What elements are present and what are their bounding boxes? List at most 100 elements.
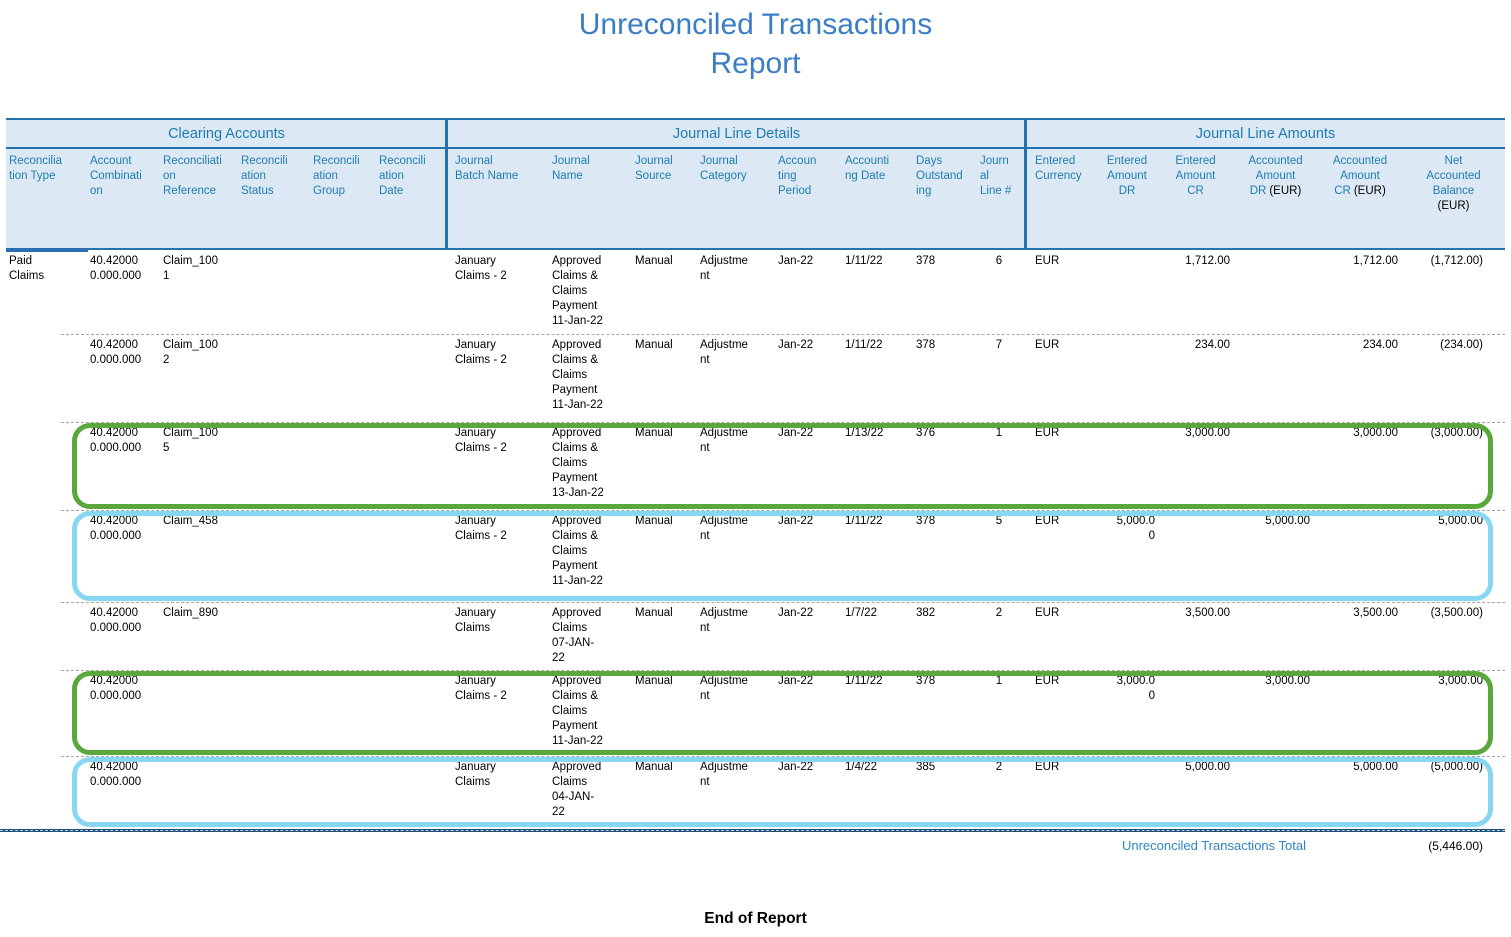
cell-accounted-amount-cr: 234.00 <box>1318 334 1402 422</box>
cell-account: 40.42000 0.000.000 <box>82 422 158 510</box>
cell-net-accounted-balance: (3,000.00) <box>1402 422 1505 510</box>
cell-reconciliation-group <box>308 670 374 756</box>
cell-entered-amount-cr <box>1158 670 1233 756</box>
cell-accounting-date: 1/11/22 <box>838 334 904 422</box>
cell-journal-name: Approved Claims & Claims Payment 13-Jan-… <box>545 422 630 510</box>
cell-entered-currency: EUR <box>1026 510 1096 602</box>
cell-reference: Claim_100 2 <box>158 334 236 422</box>
column-header-accounting-date: Accounti ng Date <box>838 149 904 248</box>
cell-accounting-period: Jan-22 <box>768 756 838 828</box>
cell-days-outstanding: 376 <box>904 422 972 510</box>
column-header-net-accounted-balance: Net Accounted Balance(EUR) <box>1402 149 1505 248</box>
cell-reconciliation-date <box>374 602 447 670</box>
cell-accounting-date: 1/13/22 <box>838 422 904 510</box>
column-header-label: Reconcili ation Group <box>313 155 360 197</box>
cell-accounting-period: Jan-22 <box>768 670 838 756</box>
cell-reference <box>158 670 236 756</box>
cell-days-outstanding: 382 <box>904 602 972 670</box>
cell-reconciliation-group <box>308 602 374 670</box>
cell-reconciliation-status <box>236 422 308 510</box>
column-header-label: Entered Currency <box>1035 155 1082 182</box>
group-divider-line <box>445 120 448 248</box>
cell-accounted-amount-dr <box>1233 756 1318 828</box>
cell-net-accounted-balance: 5,000.00 <box>1402 510 1505 602</box>
column-header-journal-line: Journ al Line # <box>972 149 1026 248</box>
cell-journal-batch-name: January Claims - 2 <box>447 510 545 602</box>
cell-days-outstanding: 378 <box>904 670 972 756</box>
column-header-currency-suffix: (EUR) <box>1402 199 1505 214</box>
cell-account: 40.42000 0.000.000 <box>82 250 158 334</box>
column-header-reconciliation-date: Reconcili ation Date <box>374 149 447 248</box>
cell-accounting-period: Jan-22 <box>768 602 838 670</box>
cell-journal-category: Adjustme nt <box>692 756 768 828</box>
cell-account: 40.42000 0.000.000 <box>82 334 158 422</box>
column-header-reconciliation-status: Reconcili ation Status <box>236 149 308 248</box>
cell-days-outstanding: 378 <box>904 334 972 422</box>
column-header-label: Reconcilia tion Type <box>9 155 62 182</box>
column-group-journal-line-details: Journal Line Details <box>447 126 1026 142</box>
cell-accounting-period: Jan-22 <box>768 422 838 510</box>
cell-journal-line: 1 <box>972 422 1026 510</box>
cell-journal-line: 2 <box>972 602 1026 670</box>
cell-accounted-amount-cr <box>1318 670 1402 756</box>
cell-reconciliation-status <box>236 510 308 602</box>
cell-reconciliation-status <box>236 756 308 828</box>
column-header-label: Days Outstand ing <box>916 155 963 197</box>
column-header-label: Accoun ting Period <box>778 155 816 197</box>
cell-entered-currency: EUR <box>1026 670 1096 756</box>
cell-accounted-amount-dr <box>1233 250 1318 334</box>
table-row: 40.42000 0.000.000January Claims - 2Appr… <box>6 670 1505 756</box>
cell-reference <box>158 756 236 828</box>
cell-net-accounted-balance: 3,000.00 <box>1402 670 1505 756</box>
cell-journal-batch-name: January Claims - 2 <box>447 422 545 510</box>
cell-accounted-amount-dr: 5,000.00 <box>1233 510 1318 602</box>
cell-journal-batch-name: January Claims - 2 <box>447 670 545 756</box>
column-header-label: Entered Amount CR <box>1175 155 1215 197</box>
cell-reconciliation-type <box>6 602 82 670</box>
cell-reconciliation-date <box>374 334 447 422</box>
cell-net-accounted-balance: (1,712.00) <box>1402 250 1505 334</box>
cell-reconciliation-type <box>6 422 82 510</box>
cell-entered-amount-dr <box>1096 250 1158 334</box>
column-header-label: Journ al Line # <box>980 155 1011 197</box>
column-header-label: Entered Amount DR <box>1107 155 1147 197</box>
cell-accounting-date: 1/4/22 <box>838 756 904 828</box>
cell-reconciliation-type: Paid Claims <box>6 250 82 334</box>
cell-entered-amount-dr: 3,000.0 0 <box>1096 670 1158 756</box>
cell-journal-source: Manual <box>630 510 692 602</box>
cell-accounted-amount-dr <box>1233 334 1318 422</box>
cell-journal-line: 1 <box>972 670 1026 756</box>
total-row: Unreconciled Transactions Total (5,446.0… <box>0 838 1511 858</box>
cell-journal-batch-name: January Claims <box>447 756 545 828</box>
cell-entered-amount-cr <box>1158 510 1233 602</box>
cell-reference: Claim_890 <box>158 602 236 670</box>
cell-entered-currency: EUR <box>1026 250 1096 334</box>
cell-journal-name: Approved Claims 07-JAN- 22 <box>545 602 630 670</box>
cell-journal-source: Manual <box>630 422 692 510</box>
table-body: Paid Claims40.42000 0.000.000Claim_100 1… <box>6 250 1505 828</box>
cell-days-outstanding: 385 <box>904 756 972 828</box>
cell-reconciliation-group <box>308 250 374 334</box>
column-header-label: Journal Source <box>635 155 673 182</box>
cell-reconciliation-status <box>236 602 308 670</box>
table-row: Paid Claims40.42000 0.000.000Claim_100 1… <box>6 250 1505 334</box>
cell-accounted-amount-dr: 3,000.00 <box>1233 670 1318 756</box>
cell-journal-name: Approved Claims & Claims Payment 11-Jan-… <box>545 670 630 756</box>
column-header-reconciliation-group: Reconcili ation Group <box>308 149 374 248</box>
cell-journal-category: Adjustme nt <box>692 422 768 510</box>
cell-entered-amount-cr: 5,000.00 <box>1158 756 1233 828</box>
cell-journal-line: 5 <box>972 510 1026 602</box>
report-title-line-1: Unreconciled Transactions <box>0 5 1511 44</box>
column-header-entered-amount-dr: Entered Amount DR <box>1096 149 1158 248</box>
table-row: 40.42000 0.000.000Claim_890January Claim… <box>6 602 1505 670</box>
cell-entered-amount-cr: 3,500.00 <box>1158 602 1233 670</box>
cell-reconciliation-type <box>6 670 82 756</box>
cell-journal-line: 2 <box>972 756 1026 828</box>
report-title-line-2: Report <box>0 44 1511 83</box>
cell-journal-category: Adjustme nt <box>692 250 768 334</box>
cell-accounted-amount-cr: 1,712.00 <box>1318 250 1402 334</box>
cell-journal-line: 6 <box>972 250 1026 334</box>
cell-days-outstanding: 378 <box>904 250 972 334</box>
cell-accounting-period: Jan-22 <box>768 334 838 422</box>
cell-accounting-date: 1/11/22 <box>838 670 904 756</box>
